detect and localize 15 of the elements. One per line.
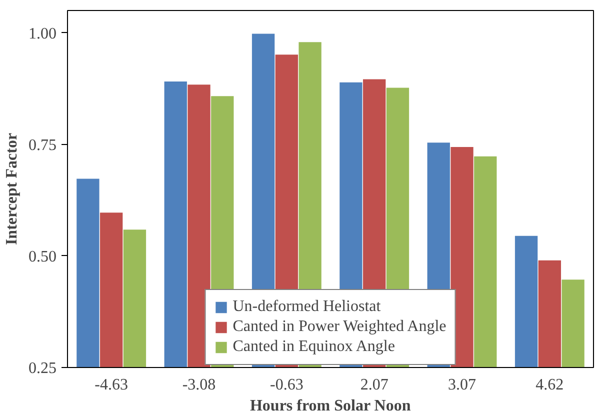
x-tick-label: -3.08	[182, 376, 216, 394]
x-tick-label: -4.63	[94, 376, 128, 394]
legend-label: Un-deformed Heliostat	[232, 298, 381, 316]
y-tick-label: 0.50	[28, 248, 56, 266]
x-tick-label: 2.07	[360, 376, 388, 394]
y-axis-title: Intercept Factor	[4, 132, 20, 246]
legend-label: Canted in Equinox Angle	[232, 338, 395, 356]
legend-label: Canted in Power Weighted Angle	[232, 318, 446, 336]
y-tick-label: 0.25	[28, 360, 56, 377]
y-tick-label: 0.75	[28, 136, 56, 154]
y-tick-label: 1.00	[28, 25, 56, 42]
x-axis-title: Hours from Solar Noon	[250, 398, 411, 414]
x-tick-label: 4.62	[536, 376, 564, 394]
x-tick-label: -0.63	[270, 376, 304, 394]
x-tick-label: 3.07	[448, 376, 476, 394]
